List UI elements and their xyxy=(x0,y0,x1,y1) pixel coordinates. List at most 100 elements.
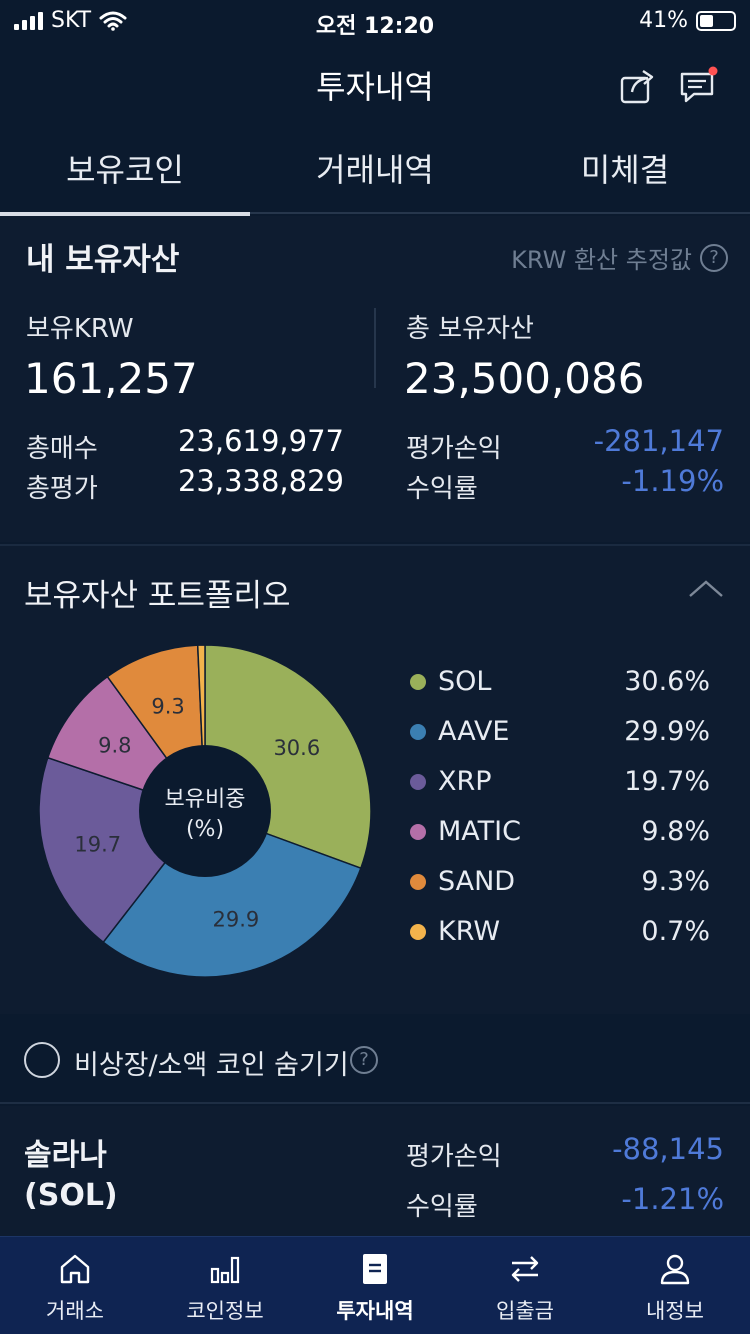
return-rate-value: -1.19% xyxy=(621,464,724,498)
donut-label-matic: 9.8 xyxy=(98,734,131,758)
legend-name: SOL xyxy=(438,666,492,697)
battery-percent: 41% xyxy=(639,8,688,33)
donut-hole xyxy=(139,745,271,877)
nav-exchange[interactable]: 거래소 xyxy=(0,1237,150,1334)
donut-label-xrp: 19.7 xyxy=(74,832,121,856)
coin-pnl-label: 평가손익 xyxy=(406,1142,502,1172)
legend-percent: 9.3% xyxy=(641,866,710,897)
legend-name: AAVE xyxy=(438,716,510,747)
krw-holdings-label: 보유KRW xyxy=(26,314,134,344)
return-rate-label: 수익률 xyxy=(406,474,478,504)
legend-percent: 0.7% xyxy=(641,916,710,947)
legend-percent: 19.7% xyxy=(624,766,710,797)
tab-trade-history[interactable]: 거래내역 xyxy=(316,151,434,189)
legend-percent: 30.6% xyxy=(624,666,710,697)
total-buy-value: 23,619,977 xyxy=(177,424,344,458)
pnl-value: -281,147 xyxy=(593,424,724,458)
coin-symbol: (SOL) xyxy=(24,1178,118,1213)
legend-name: SAND xyxy=(438,866,516,897)
legend-name: KRW xyxy=(438,916,501,947)
tab-open-orders[interactable]: 미체결 xyxy=(580,151,670,189)
tab-holdings[interactable]: 보유코인 xyxy=(0,130,250,216)
hide-small-coins-radio[interactable] xyxy=(24,1042,60,1078)
legend-percent: 29.9% xyxy=(624,716,710,747)
donut-label-sol: 30.6 xyxy=(273,736,320,760)
carrier-group: SKT xyxy=(14,8,127,33)
donut-center-title: 보유비중 xyxy=(165,787,246,812)
coin-name: 솔라나 (SOL) xyxy=(24,1136,118,1216)
nav-deposit-withdraw[interactable]: 입출금 xyxy=(450,1237,600,1334)
nav-deposit-withdraw-label: 입출금 xyxy=(496,1299,554,1323)
share-icon[interactable] xyxy=(618,66,658,106)
legend-name: MATIC xyxy=(438,816,521,847)
nav-exchange-label: 거래소 xyxy=(46,1299,104,1323)
coin-rate-label: 수익률 xyxy=(406,1192,478,1222)
chevron-up-icon[interactable] xyxy=(686,574,726,604)
total-buy-label: 총매수 xyxy=(26,434,98,464)
transfer-icon xyxy=(511,1256,539,1282)
legend-dot xyxy=(410,874,426,890)
donut-label-sand: 9.3 xyxy=(151,694,184,718)
total-assets-value: 23,500,086 xyxy=(404,354,645,403)
legend-dot xyxy=(410,674,426,690)
nav-my-info-label: 내정보 xyxy=(646,1299,704,1323)
bar-chart-icon xyxy=(210,1256,240,1284)
donut-label-aave: 29.9 xyxy=(213,908,260,932)
assets-divider xyxy=(374,308,376,388)
coin-pnl-value: -88,145 xyxy=(612,1132,724,1166)
nav-coin-info-label: 코인정보 xyxy=(186,1299,264,1323)
my-assets-section: 내 보유자산 KRW 환산 추정값 ? 보유KRW 161,257 총 보유자산… xyxy=(0,216,750,542)
help-icon[interactable]: ? xyxy=(700,243,728,272)
krw-estimate-label: KRW 환산 추정값 xyxy=(511,246,692,274)
coin-holding-row[interactable]: 솔라나 (SOL) 평가손익 -88,145 수익률 -1.21% xyxy=(0,1106,750,1236)
status-bar: SKT 오전 12:20 41% xyxy=(0,0,750,40)
legend-name: XRP xyxy=(438,766,492,797)
hide-small-coins-label[interactable]: 비상장/소액 코인 숨기기 xyxy=(74,1050,349,1081)
nav-coin-info[interactable]: 코인정보 xyxy=(150,1237,300,1334)
legend-dot xyxy=(410,724,426,740)
help-icon[interactable]: ? xyxy=(350,1046,378,1074)
coin-name-korean: 솔라나 xyxy=(24,1138,107,1173)
carrier-label: SKT xyxy=(51,8,92,33)
legend-item-xrp: XRP 19.7% xyxy=(406,762,710,802)
legend-item-krw: KRW 0.7% xyxy=(406,912,710,952)
portfolio-donut-chart: 30.6 29.9 19.7 9.8 9.3 보유비중 (%) xyxy=(38,644,372,978)
signal-icon xyxy=(14,11,43,30)
document-icon xyxy=(363,1254,387,1284)
nav-my-info[interactable]: 내정보 xyxy=(600,1237,750,1334)
donut-center-unit: (%) xyxy=(186,817,224,842)
donut-slice-aave xyxy=(102,810,362,978)
pnl-label: 평가손익 xyxy=(406,434,502,464)
page-title: 투자내역 xyxy=(316,68,434,106)
total-assets-label: 총 보유자산 xyxy=(406,314,534,344)
chat-icon[interactable] xyxy=(678,66,718,106)
legend-item-sand: SAND 9.3% xyxy=(406,862,710,902)
nav-investments-label: 투자내역 xyxy=(336,1299,414,1323)
total-eval-value: 23,338,829 xyxy=(177,464,344,498)
assets-heading: 내 보유자산 xyxy=(26,242,180,278)
hide-small-coins-row: 비상장/소액 코인 숨기기 ? xyxy=(0,1016,750,1104)
coin-rate-value: -1.21% xyxy=(621,1182,724,1216)
portfolio-section: 보유자산 포트폴리오 30.6 29.9 19.7 9.8 9.3 보유비중 (%) S… xyxy=(0,544,750,1014)
legend-percent: 9.8% xyxy=(641,816,710,847)
user-icon xyxy=(660,1254,690,1285)
legend-item-aave: AAVE 29.9% xyxy=(406,712,710,752)
battery-icon xyxy=(696,10,736,31)
total-eval-label: 총평가 xyxy=(26,474,98,504)
krw-holdings-value: 161,257 xyxy=(24,354,198,403)
clock: 오전 12:20 xyxy=(315,14,435,39)
home-icon xyxy=(60,1254,90,1284)
tab-bar: 보유코인 거래내역 미체결 xyxy=(0,130,750,216)
legend-item-matic: MATIC 9.8% xyxy=(406,812,710,852)
header: 투자내역 xyxy=(0,40,750,130)
legend-dot xyxy=(410,924,426,940)
wifi-icon xyxy=(99,11,127,31)
portfolio-heading: 보유자산 포트폴리오 xyxy=(24,578,291,614)
legend-dot xyxy=(410,774,426,790)
krw-estimate-note[interactable]: KRW 환산 추정값 ? xyxy=(511,240,728,275)
legend-item-sol: SOL 30.6% xyxy=(406,662,710,702)
bottom-nav: 거래소 코인정보 투자내역 입출금 xyxy=(0,1236,750,1334)
nav-investments[interactable]: 투자내역 xyxy=(300,1237,450,1334)
legend-dot xyxy=(410,824,426,840)
